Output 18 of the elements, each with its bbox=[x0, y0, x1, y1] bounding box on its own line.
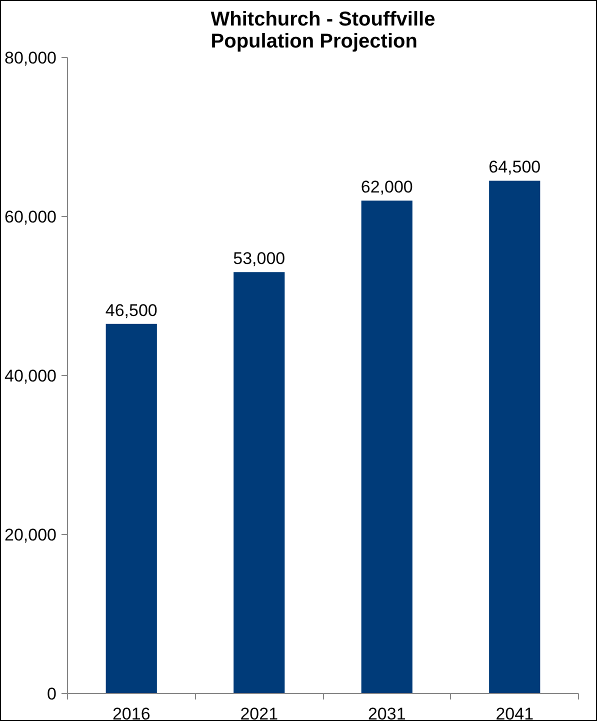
bar bbox=[361, 200, 412, 694]
x-tick-label: 2021 bbox=[240, 704, 278, 723]
data-label: 64,500 bbox=[488, 158, 541, 177]
chart-title: Whitchurch - Stouffville Population Projection bbox=[210, 8, 436, 52]
bar bbox=[489, 180, 540, 694]
x-tick-label: 2016 bbox=[112, 704, 150, 723]
bar bbox=[234, 272, 285, 694]
x-tick-label: 2031 bbox=[368, 704, 406, 723]
bar bbox=[106, 324, 157, 694]
data-label: 46,500 bbox=[105, 300, 158, 320]
y-tick-label: 0 bbox=[47, 684, 57, 704]
y-tick-label: 60,000 bbox=[4, 208, 57, 226]
y-tick-label: 20,000 bbox=[4, 526, 57, 544]
y-tick-label: 40,000 bbox=[4, 366, 57, 386]
y-tick-label: 80,000 bbox=[4, 48, 57, 68]
data-label: 62,000 bbox=[360, 178, 413, 197]
x-tick-label: 2041 bbox=[496, 704, 534, 723]
data-label: 53,000 bbox=[233, 249, 286, 268]
